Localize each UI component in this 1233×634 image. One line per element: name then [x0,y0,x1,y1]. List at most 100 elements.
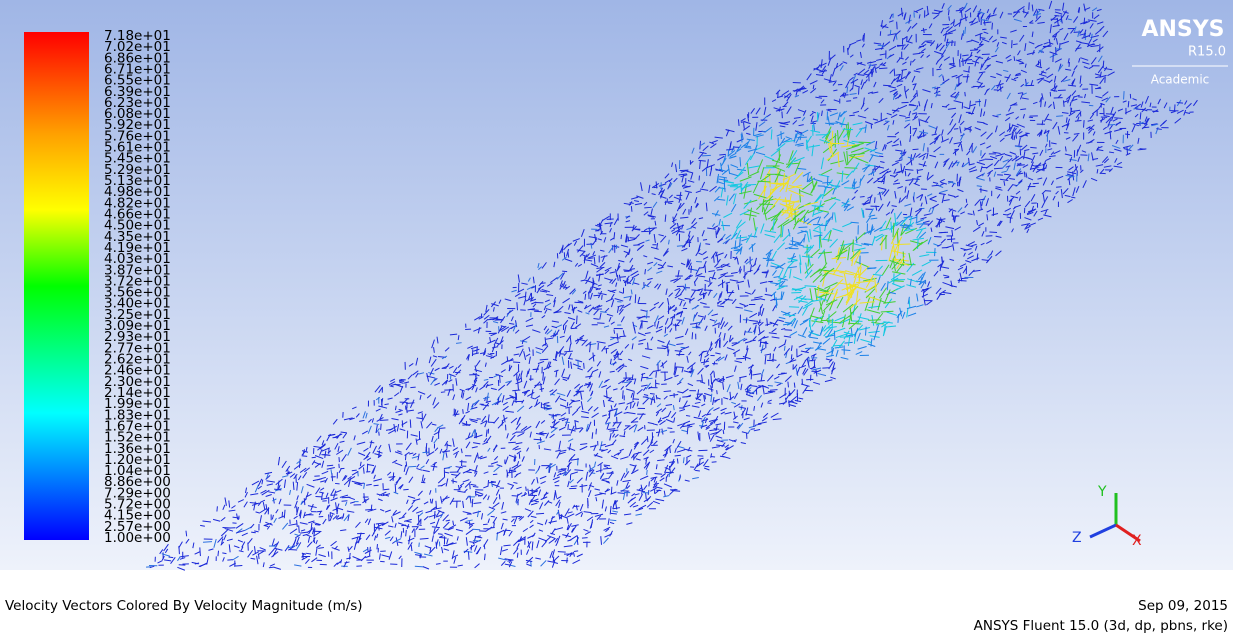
velocity-vector [377,544,378,549]
velocity-vector [657,348,665,349]
velocity-vector [954,129,958,130]
velocity-vector [917,169,918,174]
velocity-vector [717,269,723,270]
velocity-vector [853,240,854,253]
velocity-vector [620,277,626,278]
velocity-vector [363,467,364,473]
velocity-vector [897,22,898,30]
velocity-vector [444,529,448,530]
velocity-vector [415,566,424,567]
velocity-vector [751,429,755,430]
velocity-vector [610,520,616,521]
velocity-vector [664,391,671,392]
velocity-vector [521,376,522,382]
velocity-vector [711,375,712,384]
velocity-vector [728,185,739,186]
velocity-vector [935,248,936,256]
velocity-vector [1056,116,1063,117]
velocity-vector [944,277,949,278]
velocity-vector [352,470,357,471]
velocity-vector [379,432,380,436]
velocity-vector [1063,100,1064,106]
velocity-vector [481,313,482,318]
velocity-vector [648,342,649,348]
velocity-vector [646,493,647,500]
velocity-vector [832,319,833,330]
velocity-vector [526,487,527,491]
velocity-vector [456,343,462,344]
velocity-vector [799,227,808,228]
velocity-vector [865,327,866,336]
velocity-vector [646,460,647,465]
velocity-vector [918,238,919,249]
velocity-vector [327,465,333,466]
velocity-vector [571,486,577,487]
velocity-vector [599,450,604,451]
velocity-vector [333,437,339,438]
velocity-vector [488,319,494,320]
velocity-vector [1127,146,1128,154]
velocity-vector [883,85,891,86]
velocity-vector [203,542,212,543]
velocity-vector [768,385,773,386]
velocity-vector [1143,127,1150,128]
velocity-vector [703,240,707,241]
page: 7.18e+017.02e+016.86e+016.71e+016.55e+01… [0,0,1233,634]
velocity-vector [687,427,688,434]
velocity-vector [645,269,646,274]
velocity-vector [647,436,648,442]
velocity-vector [381,424,382,430]
velocity-vector [621,235,622,239]
velocity-vector [894,244,910,245]
velocity-vector [917,90,918,96]
velocity-vector [422,452,428,453]
velocity-vector [1030,147,1036,148]
velocity-vector [992,23,993,30]
velocity-vector [584,363,585,369]
velocity-vector [489,482,496,483]
velocity-vector [879,68,887,69]
velocity-vector [592,432,593,438]
velocity-vector [500,376,501,383]
velocity-vector [860,196,865,197]
velocity-vector [961,278,968,279]
velocity-vector [781,225,782,237]
velocity-vector [426,447,427,455]
velocity-vector [1019,63,1024,64]
velocity-vector [217,506,218,511]
velocity-vector [695,470,700,471]
velocity-vector [853,98,857,99]
velocity-vector [533,369,538,370]
velocity-vector [302,456,308,457]
velocity-vector [667,428,672,429]
velocity-vector [1040,59,1041,66]
velocity-vector [738,119,739,126]
velocity-vector [827,176,828,185]
velocity-vector [680,170,689,171]
velocity-vector [574,551,578,552]
velocity-vector [894,69,895,77]
velocity-vector [534,439,542,440]
velocity-vector [471,545,472,550]
velocity-vector [789,400,790,407]
velocity-vector [200,547,201,556]
velocity-vector [503,545,510,546]
velocity-vector [562,271,567,272]
velocity-vector [507,356,508,360]
velocity-vector [494,523,495,528]
velocity-vector [1124,91,1125,99]
velocity-vector [975,101,981,102]
velocity-vector [186,531,187,537]
velocity-vector [655,474,663,475]
velocity-vector [1060,43,1061,49]
velocity-vector [568,252,569,257]
velocity-vector [1125,134,1130,135]
velocity-vector [410,387,415,388]
velocity-vector [269,567,274,568]
velocity-vector [1084,120,1085,127]
velocity-vector [577,539,578,545]
velocity-vector [517,302,518,310]
velocity-vector [784,346,785,351]
velocity-vector [1084,18,1085,24]
velocity-vector [719,154,725,155]
